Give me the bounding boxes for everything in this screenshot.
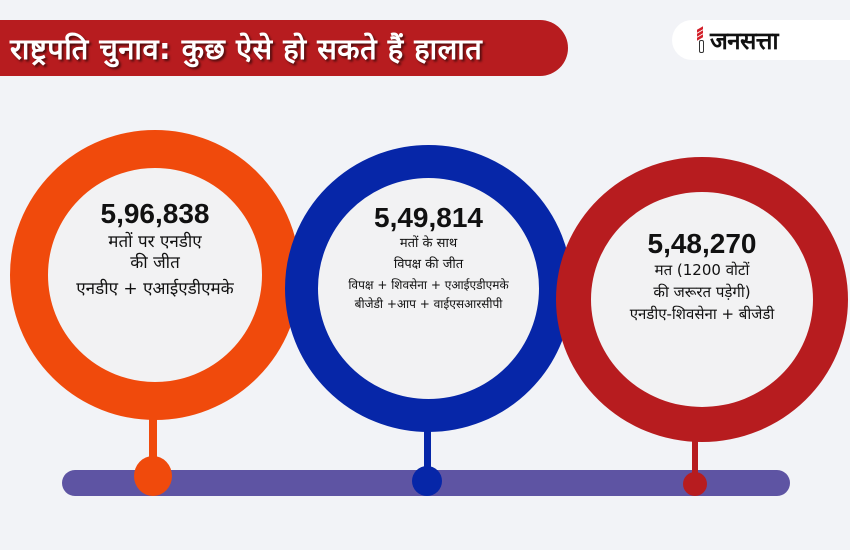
logo-text: जनसत्ता <box>710 26 779 55</box>
scenario-line: बीजेडी +आप + वाईएसआरसीपी <box>354 296 503 311</box>
scenario-card-nda: 5,96,838 मतों पर एनडीए की जीत एनडीए + एआ… <box>10 130 300 420</box>
scenario-line: विपक्ष + शिवसेना + एआईएडीएमके <box>348 277 509 292</box>
scenario-line: मतों के साथ <box>399 236 458 251</box>
timeline-dot-2 <box>412 466 442 496</box>
scenario-value: 5,49,814 <box>374 202 483 233</box>
scenario-card-nda-shivsena: 5,48,270 मत (1200 वोटों की जरूरत पड़ेगी)… <box>556 157 848 442</box>
scenario-value: 5,48,270 <box>647 228 757 259</box>
brand-logo[interactable]: जनसत्ता <box>672 20 850 60</box>
scenario-line: की जरूरत पड़ेगी) <box>653 282 751 301</box>
scenario-card-opposition: 5,49,814 मतों के साथ विपक्ष की जीत विपक्… <box>285 145 572 432</box>
scenario-line: विपक्ष की जीत <box>393 256 464 272</box>
scenario-line: मत (1200 वोटों <box>654 261 750 279</box>
timeline-stem-1 <box>149 412 157 472</box>
scenario-line: एनडीए + एआईएडीएमके <box>76 278 234 299</box>
timeline-stem-2 <box>424 425 431 475</box>
scenario-line: की जीत <box>130 253 180 274</box>
timeline-dot-1 <box>134 456 172 496</box>
timeline-stem-3 <box>692 434 698 479</box>
scenario-line: मतों पर एनडीए <box>108 232 202 252</box>
timeline-dot-3 <box>683 472 707 496</box>
title-banner: राष्ट्रपति चुनाव: कुछ ऐसे हो सकते हैं हा… <box>0 20 568 76</box>
scenario-value: 5,96,838 <box>100 198 210 229</box>
page-title: राष्ट्रपति चुनाव: कुछ ऐसे हो सकते हैं हा… <box>10 31 483 66</box>
scenario-line: एनडीए-शिवसेना + बीजेडी <box>629 304 775 323</box>
jansatta-logo-icon <box>696 26 706 53</box>
